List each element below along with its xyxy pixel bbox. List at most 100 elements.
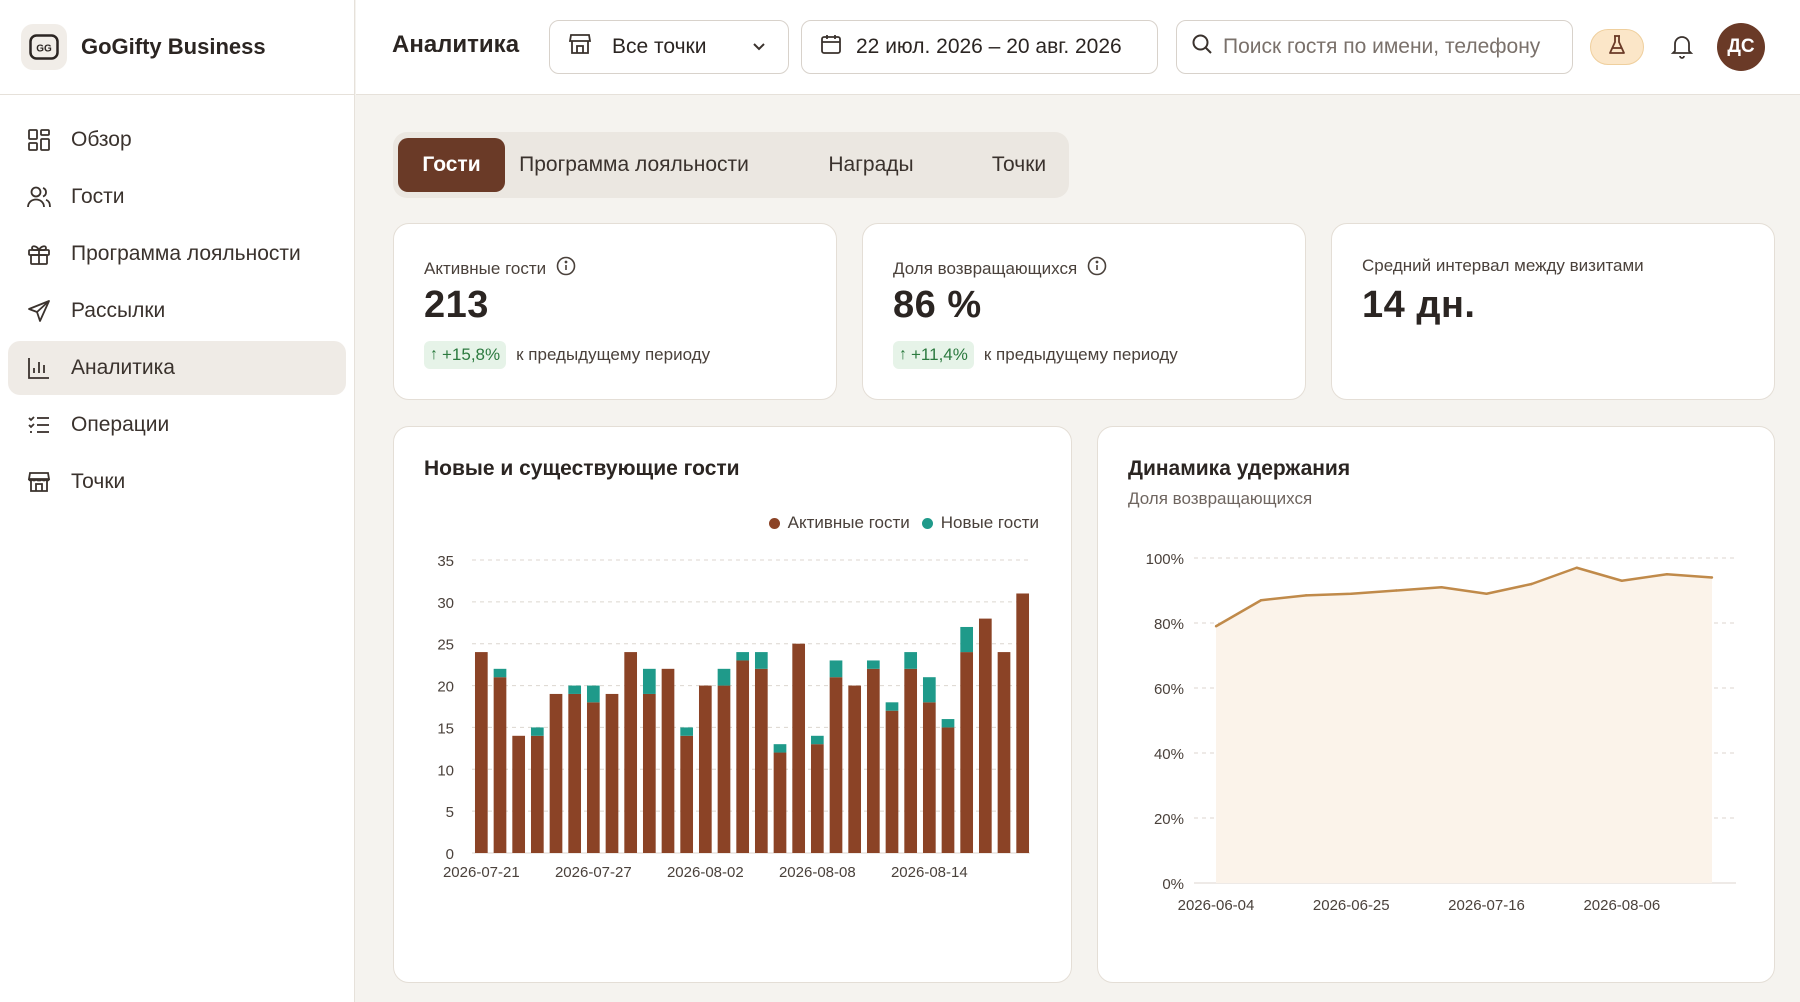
data-point: [1350, 592, 1353, 595]
tab-stores[interactable]: Точки: [991, 153, 1047, 176]
kpi-label: Средний интервал между визитами: [1362, 256, 1644, 276]
info-icon[interactable]: [1087, 256, 1107, 281]
bar-active-guests: [568, 693, 582, 853]
sidebar-item-label: Точки: [71, 470, 126, 493]
bar-active-guests: [829, 677, 843, 853]
kpi-card-active-guests: Активные гости 213 ↑ +15,8% к предыдущем…: [393, 223, 837, 400]
bar-active-guests: [605, 693, 619, 853]
store-select-value: Все точки: [612, 35, 707, 58]
bar-new-guests: [941, 719, 955, 728]
tab-guests[interactable]: Гости: [398, 138, 505, 192]
chart-card-retention: Динамика удержания Доля возвращающихся 0…: [1097, 426, 1775, 983]
bar-active-guests: [586, 702, 600, 853]
brand: GG GoGifty Business: [0, 0, 354, 95]
sidebar-item-overview[interactable]: Обзор: [8, 113, 346, 167]
kpi-card-returning-share: Доля возвращающихся 86 % ↑ +11,4% к пред…: [862, 223, 1306, 400]
users-icon: [26, 184, 52, 210]
header: Аналитика Все точки 22 июл. 2026 – 20 ав…: [356, 0, 1800, 95]
send-icon: [26, 298, 52, 324]
bar-new-guests: [829, 660, 843, 678]
line-chart: 0% 20% 40% 60% 80% 100% 2026-06-04 2026-06-25 20…: [1146, 551, 1736, 914]
arrow-up-icon: ↑: [430, 346, 438, 363]
y-tick-label: 0: [446, 846, 454, 863]
bar-active-guests: [680, 735, 694, 853]
sidebar-item-guests[interactable]: Гости: [8, 170, 346, 224]
bar-new-guests: [586, 685, 600, 703]
bar-chart-icon: [26, 355, 52, 381]
x-tick-label: 2026-06-25: [1313, 897, 1390, 914]
date-range-picker[interactable]: 22 июл. 2026 – 20 авг. 2026: [801, 20, 1158, 74]
bar-active-guests: [754, 668, 768, 853]
data-point: [1440, 586, 1443, 589]
delta-value: +11,4%: [911, 345, 968, 364]
data-point: [1304, 594, 1308, 597]
bar-new-guests: [642, 668, 656, 694]
area-fill: [1216, 567, 1712, 883]
bar-new-guests: [866, 660, 880, 669]
x-tick-label: 2026-07-16: [1448, 897, 1525, 914]
sidebar: GG GoGifty Business Обзор Гости Программ…: [0, 0, 355, 1002]
kpi-label-text: Активные гости: [424, 258, 547, 278]
kpi-label-text: Доля возвращающихся: [893, 258, 1078, 278]
bar-active-guests: [512, 735, 526, 853]
data-point: [1575, 566, 1578, 569]
delta-value: +15,8%: [442, 345, 501, 364]
sidebar-item-analytics[interactable]: Аналитика: [8, 341, 346, 395]
bar-new-guests: [922, 677, 936, 703]
search-box[interactable]: [1176, 20, 1573, 74]
chart-title: Динамика удержания: [1128, 457, 1351, 480]
bar-active-guests: [885, 710, 899, 853]
analytics-tabs: Гости Программа лояльности Награды Точки: [393, 132, 1069, 198]
sidebar-item-label: Обзор: [71, 128, 132, 151]
kpi-label: Доля возвращающихся: [893, 256, 1107, 281]
flask-icon: [1608, 34, 1626, 60]
x-tick-label: 2026-07-27: [555, 864, 632, 881]
dashboard-icon: [26, 127, 52, 153]
y-tick-label: 10: [437, 762, 454, 779]
bar-active-guests: [624, 652, 638, 853]
kpi-delta: ↑ +15,8% к предыдущему периоду: [424, 341, 710, 369]
y-tick-label: 80%: [1154, 616, 1184, 633]
bar-active-guests: [792, 643, 806, 853]
kpi-value: 14 дн.: [1362, 284, 1476, 326]
bar-active-guests: [474, 652, 488, 853]
bar-new-guests: [568, 685, 582, 694]
tab-loyalty-program[interactable]: Программа лояльности: [519, 153, 749, 176]
data-point: [1530, 582, 1533, 586]
bar-active-guests: [661, 668, 675, 853]
bar-new-guests: [885, 702, 899, 711]
avatar[interactable]: ДС: [1717, 23, 1765, 71]
legend-label: Новые гости: [940, 513, 1039, 532]
notifications-button[interactable]: [1664, 30, 1700, 66]
search-input[interactable]: [1223, 35, 1553, 59]
date-range-value: 22 июл. 2026 – 20 авг. 2026: [856, 35, 1122, 58]
data-point: [1620, 579, 1624, 582]
calendar-icon: [820, 33, 842, 61]
tab-rewards[interactable]: Награды: [828, 153, 914, 176]
sidebar-item-operations[interactable]: Операции: [8, 398, 346, 452]
bar-active-guests: [698, 685, 712, 853]
kpi-label-text: Средний интервал между визитами: [1362, 256, 1644, 275]
store-select[interactable]: Все точки: [549, 20, 789, 74]
sidebar-item-label: Рассылки: [71, 299, 166, 322]
y-tick-label: 30: [437, 595, 454, 612]
bar-active-guests: [549, 693, 563, 853]
chart-card-new-vs-existing: Новые и существующие гости Активные гост…: [393, 426, 1072, 983]
y-tick-label: 15: [437, 720, 454, 737]
bar-new-guests: [810, 735, 824, 745]
sidebar-item-label: Гости: [71, 185, 125, 208]
data-point: [1259, 599, 1263, 602]
y-tick-label: 25: [437, 637, 454, 654]
sidebar-item-mailings[interactable]: Рассылки: [8, 284, 346, 338]
info-icon[interactable]: [556, 256, 576, 281]
data-point: [1485, 592, 1488, 595]
delta-badge: ↑ +15,8%: [424, 341, 507, 369]
sidebar-item-stores[interactable]: Точки: [8, 455, 346, 509]
gift-icon: [26, 241, 52, 267]
flask-button[interactable]: [1590, 29, 1644, 65]
brand-logo-icon[interactable]: GG: [21, 24, 67, 70]
sidebar-item-loyalty[interactable]: Программа лояльности: [8, 227, 346, 281]
legend-swatch: [921, 517, 933, 529]
bar-active-guests: [848, 685, 862, 853]
chart-subtitle: Доля возвращающихся: [1128, 489, 1313, 508]
